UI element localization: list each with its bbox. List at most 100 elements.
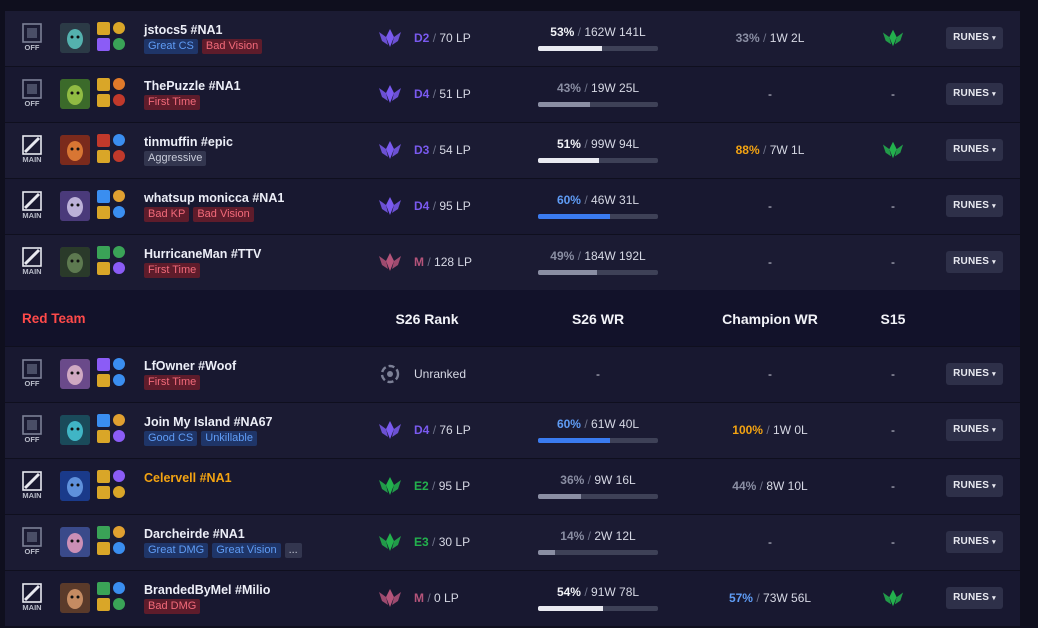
champion-winrate-record: 8W 10L <box>766 479 808 493</box>
summoner-spell-icon <box>97 358 110 371</box>
season-winrate: 51% / 99W 94L <box>556 137 640 151</box>
winrate-record: 99W 94L <box>591 137 640 151</box>
master-rank-icon <box>377 250 403 274</box>
rank-lp: Unranked <box>414 367 467 381</box>
secondary-rune-icon <box>113 542 125 554</box>
champion-portrait[interactable] <box>60 79 90 109</box>
s15-rank: - <box>878 423 908 437</box>
runes-button[interactable]: RUNES ▾ <box>946 363 1003 385</box>
champion-portrait[interactable] <box>60 191 90 221</box>
player-name[interactable]: Join My Island #NA67 <box>144 415 273 429</box>
champion-portrait[interactable] <box>60 135 90 165</box>
season-rank: D4 / 95 LP <box>414 199 471 213</box>
runes-button[interactable]: RUNES ▾ <box>946 83 1003 105</box>
season-rank: D4 / 51 LP <box>414 87 471 101</box>
column-champion-wr: Champion WR <box>722 311 818 327</box>
champion-portrait[interactable] <box>60 359 90 389</box>
s15-rank: - <box>878 199 908 213</box>
winrate-percent: 49% <box>550 249 575 263</box>
winrate-record: - <box>596 367 600 381</box>
secondary-rune-icon <box>113 38 125 50</box>
runes-button[interactable]: RUNES ▾ <box>946 475 1003 497</box>
champion-portrait[interactable] <box>60 527 90 557</box>
role-indicator: MAIN <box>21 247 43 276</box>
rank-lp: 128 LP <box>434 255 473 269</box>
player-name[interactable]: BrandedByMel #Milio <box>144 583 271 597</box>
season-rank: M / 0 LP <box>414 591 459 605</box>
player-tag: Bad KP <box>144 207 190 222</box>
off-role-icon <box>21 79 43 99</box>
player-row: MAIN HurricaneMan #TTV First Time M / 128 L… <box>5 235 1020 290</box>
player-name[interactable]: Celervell #NA1 <box>144 471 232 485</box>
runes-label: RUNES <box>953 592 990 603</box>
keystone-rune-icon <box>113 414 125 426</box>
winrate-record: 184W 192L <box>584 249 646 263</box>
player-name[interactable]: tinmuffin #epic <box>144 135 233 149</box>
winrate-percent: 60% <box>556 193 581 207</box>
winrate-percent: 14% <box>560 529 585 543</box>
winrate-percent: 43% <box>556 81 581 95</box>
winrate-bar-fill <box>538 158 600 163</box>
champion-winrate-percent: 88% <box>735 143 760 157</box>
diamond-rank-icon <box>377 194 403 218</box>
player-name[interactable]: Darcheirde #NA1 <box>144 527 245 541</box>
runes-button[interactable]: RUNES ▾ <box>946 251 1003 273</box>
keystone-rune-icon <box>113 582 125 594</box>
summoner-spell-icon <box>97 470 110 483</box>
rank-lp: 70 LP <box>439 31 471 45</box>
champion-portrait[interactable] <box>60 583 90 613</box>
player-name[interactable]: ThePuzzle #NA1 <box>144 79 241 93</box>
player-tag: First Time <box>144 375 201 390</box>
summoner-spells <box>97 78 127 110</box>
unranked-icon <box>377 362 403 386</box>
player-tag: Good CS <box>144 431 198 446</box>
winrate-percent: 60% <box>556 417 581 431</box>
keystone-rune-icon <box>113 134 125 146</box>
season-winrate: 54% / 91W 78L <box>556 585 640 599</box>
chevron-down-icon: ▾ <box>992 539 996 546</box>
winrate-bar <box>538 46 658 51</box>
runes-button[interactable]: RUNES ▾ <box>946 139 1003 161</box>
champion-portrait[interactable] <box>60 23 90 53</box>
rank-tier: E2 <box>414 479 429 493</box>
runes-button[interactable]: RUNES ▾ <box>946 195 1003 217</box>
summoner-spell-icon <box>97 190 110 203</box>
player-tag: Bad Vision <box>201 39 263 54</box>
winrate-bar-fill <box>538 550 555 555</box>
winrate-percent: 53% <box>550 25 575 39</box>
player-name[interactable]: LfOwner #Woof <box>144 359 237 373</box>
champion-portrait[interactable] <box>60 415 90 445</box>
team-title: Red Team <box>22 311 86 326</box>
champion-winrate-record: 7W 1L <box>769 143 805 157</box>
role-indicator: OFF <box>21 415 43 444</box>
secondary-rune-icon <box>113 206 125 218</box>
player-tag: First Time <box>144 95 201 110</box>
off-role-icon <box>21 527 43 547</box>
role-indicator: OFF <box>21 527 43 556</box>
player-name[interactable]: HurricaneMan #TTV <box>144 247 262 261</box>
runes-button[interactable]: RUNES ▾ <box>946 531 1003 553</box>
champion-portrait[interactable] <box>60 471 90 501</box>
player-tag: Great CS <box>144 39 198 54</box>
runes-button[interactable]: RUNES ▾ <box>946 419 1003 441</box>
rank-lp: 95 LP <box>438 479 471 493</box>
runes-button[interactable]: RUNES ▾ <box>946 587 1003 609</box>
winrate-bar <box>538 158 658 163</box>
champion-winrate: 33% / 1W 2L <box>735 31 805 45</box>
secondary-rune-icon <box>113 430 125 442</box>
role-label: MAIN <box>22 155 42 164</box>
runes-label: RUNES <box>953 368 990 379</box>
champion-portrait[interactable] <box>60 247 90 277</box>
role-indicator: MAIN <box>21 583 43 612</box>
player-name[interactable]: whatsup monicca #NA1 <box>144 191 285 205</box>
summoner-spells <box>97 22 127 54</box>
runes-label: RUNES <box>953 256 990 267</box>
s15-rank: - <box>878 535 908 549</box>
summoner-spell-icon <box>97 414 110 427</box>
runes-button[interactable]: RUNES ▾ <box>946 27 1003 49</box>
player-name[interactable]: jstocs5 #NA1 <box>144 23 223 37</box>
player-row: MAIN Celervell #NA1 E2 / 95 LP 36% / 9W 16L… <box>5 459 1020 514</box>
chevron-down-icon: ▾ <box>992 595 996 602</box>
role-label: MAIN <box>22 603 42 612</box>
player-tags: Great CS Bad Vision <box>144 39 266 57</box>
